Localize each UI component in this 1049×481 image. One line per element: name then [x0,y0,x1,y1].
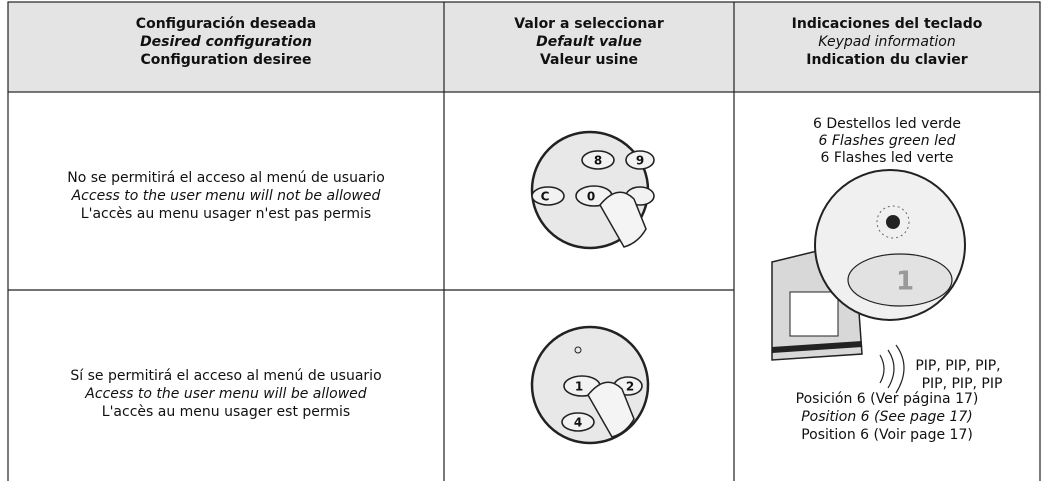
keypad-illustration: 1 2 4 [530,325,650,445]
header-text: Valeur usine [540,52,638,68]
key-label: 0 [587,190,595,204]
row-text: L'accès au menu usager n'est pas permis [81,206,371,222]
row-text: No se permitirá el acceso al menú de usu… [67,170,385,186]
sound-text: PIP, PIP, PIP [922,376,1003,392]
key-label: 1 [575,380,583,394]
key-label: 9 [636,154,644,168]
key-label: 4 [574,416,582,430]
keypad-device-illustration: 1 [771,169,966,394]
header-text: Configuration desiree [140,52,311,68]
position-text: Position 6 (Voir page 17) [801,427,973,443]
header-text: Valor a seleccionar [514,16,664,32]
row-text: Access to the user menu will not be allo… [71,188,381,204]
header-text: Indicaciones del teclado [792,16,983,32]
header-text: Indication du clavier [806,52,968,68]
header-text: Default value [536,34,642,50]
key-label: C [541,190,550,204]
header-text: Configuración deseada [136,16,316,32]
row-text: Access to the user menu will be allowed [84,386,366,402]
position-text: Posición 6 (Ver página 17) [796,391,979,407]
header-text: Keypad information [818,34,955,50]
flashes-text: 6 Destellos led verde [813,116,961,132]
key-label: 2 [626,380,634,394]
header-text: Desired configuration [140,34,312,50]
key-label: 1 [896,267,914,297]
row-text: L'accès au menu usager est permis [102,404,350,420]
flashes-text: 6 Flashes led verte [821,150,954,166]
keypad-illustration: 8 9 C 0 [530,130,655,250]
position-text: Position 6 (See page 17) [801,409,973,425]
flashes-text: 6 Flashes green led [819,133,956,149]
key-label: 8 [594,154,602,168]
row-text: Sí se permitirá el acceso al menú de usu… [70,368,381,384]
header-row [7,1,1041,93]
sound-text: PIP, PIP, PIP, [915,358,1000,374]
